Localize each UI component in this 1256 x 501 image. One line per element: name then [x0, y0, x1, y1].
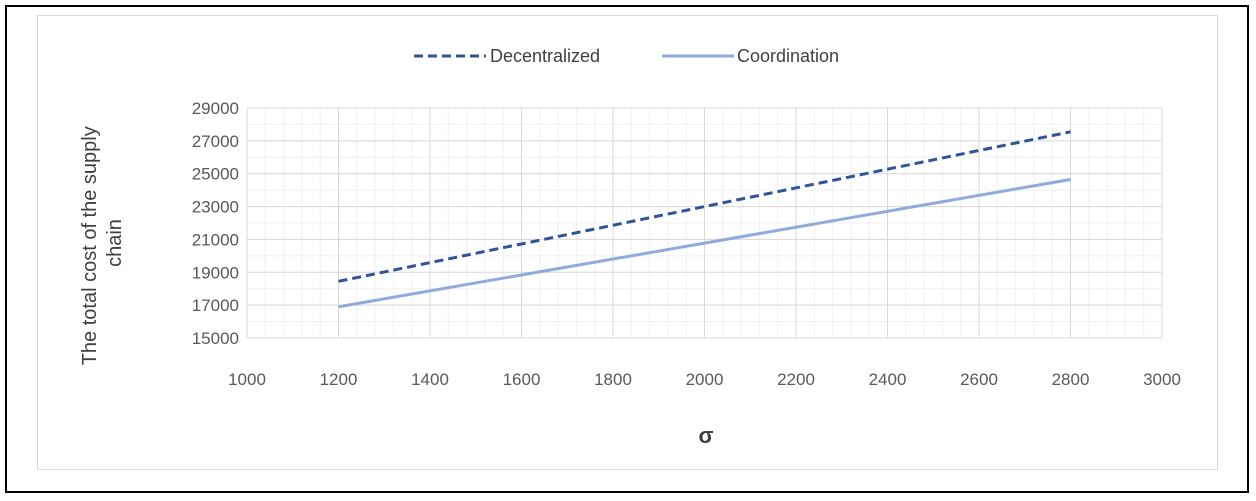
x-tick-label: 1600 [503, 370, 541, 389]
outer-frame [5, 5, 1249, 493]
x-tick-label: 2200 [777, 370, 815, 389]
y-tick-label: 25000 [192, 165, 239, 184]
x-tick-label: 2000 [686, 370, 724, 389]
legend-label-decentralized: Decentralized [490, 46, 600, 66]
y-tick-labels: 15000 17000 19000 21000 23000 25000 27000 29000 [192, 99, 239, 348]
y-axis-title: The total cost of the supply chain [79, 121, 126, 366]
y-axis-title-line-1: The total cost of the supply [79, 126, 101, 365]
y-axis-title-line-2: chain [104, 219, 126, 267]
y-tick-label: 19000 [192, 263, 239, 282]
y-tick-label: 17000 [192, 296, 239, 315]
y-tick-label: 23000 [192, 198, 239, 217]
x-tick-label: 2400 [869, 370, 907, 389]
legend: Decentralized Coordination [414, 46, 839, 66]
chart-area [37, 15, 1218, 470]
y-tick-label: 27000 [192, 132, 239, 151]
x-tick-label: 1800 [594, 370, 632, 389]
x-tick-label: 1400 [411, 370, 449, 389]
x-tick-label: 2800 [1052, 370, 1090, 389]
x-tick-labels: 1000 1200 1400 1600 1800 2000 2200 2400 2600 2800… [228, 370, 1181, 389]
x-axis-title: σ [698, 423, 713, 448]
legend-label-coordination: Coordination [737, 46, 839, 66]
x-tick-label: 1000 [228, 370, 266, 389]
y-tick-label: 21000 [192, 230, 239, 249]
series-line-decentralized [338, 130, 1071, 283]
x-tick-label: 1200 [320, 370, 358, 389]
x-tick-label: 2600 [960, 370, 998, 389]
y-tick-label: 15000 [192, 329, 239, 348]
x-tick-label: 3000 [1143, 370, 1181, 389]
series-line-coordination [338, 177, 1071, 309]
y-tick-label: 29000 [192, 99, 239, 118]
series-layer [338, 130, 1071, 309]
major-gridlines [246, 107, 1163, 339]
